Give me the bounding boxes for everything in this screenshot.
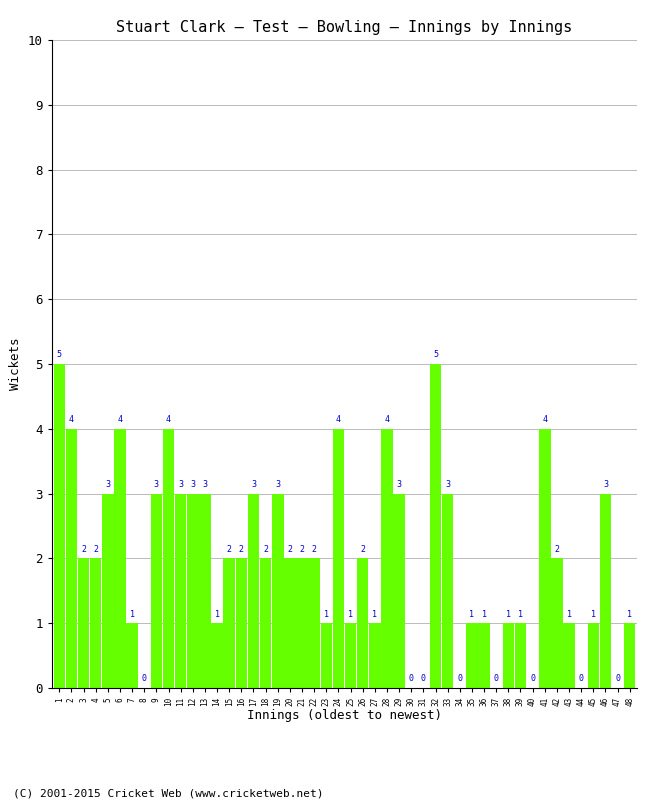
Bar <box>272 494 283 688</box>
Text: 4: 4 <box>336 415 341 424</box>
Text: 3: 3 <box>603 480 608 489</box>
Text: 4: 4 <box>69 415 74 424</box>
Bar <box>442 494 454 688</box>
Bar <box>502 623 514 688</box>
Bar <box>369 623 381 688</box>
Bar <box>78 558 89 688</box>
Text: 1: 1 <box>567 610 571 618</box>
Text: 0: 0 <box>458 674 462 683</box>
Text: 2: 2 <box>227 545 231 554</box>
Text: 4: 4 <box>385 415 389 424</box>
Text: 4: 4 <box>542 415 547 424</box>
Text: 0: 0 <box>142 674 147 683</box>
Bar <box>248 494 259 688</box>
Bar <box>296 558 308 688</box>
Text: 2: 2 <box>81 545 86 554</box>
Text: 0: 0 <box>421 674 426 683</box>
Bar <box>564 623 575 688</box>
Bar <box>430 364 441 688</box>
Bar <box>624 623 636 688</box>
Bar <box>66 429 77 688</box>
Bar <box>235 558 247 688</box>
Text: 4: 4 <box>166 415 171 424</box>
Bar <box>515 623 527 688</box>
Text: 2: 2 <box>554 545 560 554</box>
Bar <box>466 623 478 688</box>
Text: 3: 3 <box>396 480 402 489</box>
Text: 0: 0 <box>530 674 535 683</box>
Text: 0: 0 <box>494 674 499 683</box>
Text: 4: 4 <box>118 415 122 424</box>
Text: 1: 1 <box>506 610 511 618</box>
Bar <box>393 494 405 688</box>
Text: 5: 5 <box>57 350 62 359</box>
Bar <box>320 623 332 688</box>
X-axis label: Innings (oldest to newest): Innings (oldest to newest) <box>247 709 442 722</box>
Text: 1: 1 <box>469 610 474 618</box>
Text: 1: 1 <box>129 610 135 618</box>
Text: 1: 1 <box>482 610 487 618</box>
Bar <box>162 429 174 688</box>
Text: 3: 3 <box>154 480 159 489</box>
Bar <box>102 494 114 688</box>
Text: 2: 2 <box>300 545 304 554</box>
Text: 1: 1 <box>348 610 353 618</box>
Text: (C) 2001-2015 Cricket Web (www.cricketweb.net): (C) 2001-2015 Cricket Web (www.cricketwe… <box>13 788 324 798</box>
Text: 1: 1 <box>324 610 329 618</box>
Text: 1: 1 <box>591 610 596 618</box>
Text: 2: 2 <box>311 545 317 554</box>
Bar <box>151 494 162 688</box>
Bar <box>308 558 320 688</box>
Bar <box>175 494 187 688</box>
Bar <box>333 429 344 688</box>
Bar <box>551 558 563 688</box>
Text: 5: 5 <box>433 350 438 359</box>
Text: 3: 3 <box>178 480 183 489</box>
Bar <box>600 494 611 688</box>
Text: 1: 1 <box>518 610 523 618</box>
Text: 0: 0 <box>409 674 414 683</box>
Bar <box>90 558 101 688</box>
Bar <box>126 623 138 688</box>
Bar <box>381 429 393 688</box>
Text: 3: 3 <box>445 480 450 489</box>
Text: 1: 1 <box>214 610 220 618</box>
Text: 3: 3 <box>190 480 195 489</box>
Bar <box>53 364 65 688</box>
Text: 0: 0 <box>578 674 584 683</box>
Bar <box>187 494 198 688</box>
Bar <box>478 623 490 688</box>
Text: 2: 2 <box>239 545 244 554</box>
Bar <box>284 558 296 688</box>
Bar <box>260 558 271 688</box>
Text: 3: 3 <box>202 480 207 489</box>
Text: 3: 3 <box>275 480 280 489</box>
Bar <box>588 623 599 688</box>
Bar <box>224 558 235 688</box>
Bar <box>211 623 223 688</box>
Text: 0: 0 <box>615 674 620 683</box>
Bar <box>199 494 211 688</box>
Y-axis label: Wickets: Wickets <box>9 338 22 390</box>
Text: 2: 2 <box>263 545 268 554</box>
Text: 1: 1 <box>372 610 378 618</box>
Text: 3: 3 <box>105 480 110 489</box>
Title: Stuart Clark – Test – Bowling – Innings by Innings: Stuart Clark – Test – Bowling – Innings … <box>116 20 573 34</box>
Text: 3: 3 <box>251 480 256 489</box>
Text: 2: 2 <box>93 545 98 554</box>
Bar <box>539 429 551 688</box>
Bar <box>344 623 356 688</box>
Text: 1: 1 <box>627 610 632 618</box>
Bar <box>114 429 125 688</box>
Text: 2: 2 <box>287 545 292 554</box>
Text: 2: 2 <box>360 545 365 554</box>
Bar <box>357 558 369 688</box>
